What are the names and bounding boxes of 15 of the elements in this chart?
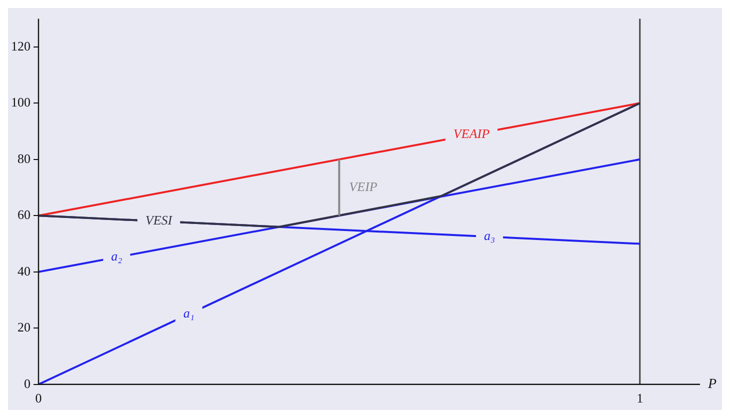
y-tick-label: 0 [24,376,30,391]
series-label: a₁ [183,306,194,321]
x-axis-title: P [707,377,717,392]
series-label: a₃ [484,228,496,244]
series-label: VEIP [349,178,378,194]
series-label: VESI [145,212,173,228]
series-label: a₂ [111,248,123,264]
y-tick-label: 100 [11,94,30,110]
x-tick-label: 1 [636,390,644,406]
y-tick-label: 120 [11,38,30,54]
y-tick-label: 60 [18,207,30,222]
y-tick-label: 20 [18,320,30,335]
y-tick-label: 40 [18,263,30,278]
y-tick-label: 80 [18,150,30,166]
series-label: VEAIP [453,126,490,142]
